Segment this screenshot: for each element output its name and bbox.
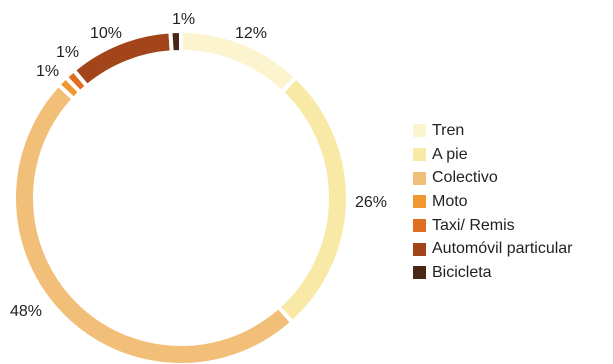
value-label-colectivo: 48%: [10, 303, 42, 320]
legend-item: Colectivo: [413, 166, 573, 190]
value-label-bicicleta: 1%: [172, 11, 195, 28]
legend-swatch: [413, 195, 426, 209]
legend-item: Moto: [413, 190, 573, 214]
legend-item: Automóvil particular: [413, 237, 573, 261]
legend-item: Tren: [413, 119, 573, 143]
legend-label: Moto: [432, 192, 468, 210]
chart-legend: Tren A pie Colectivo Moto Taxi/ Remis Automóv…: [413, 119, 573, 285]
legend-item: A pie: [413, 143, 573, 167]
legend-item: Bicicleta: [413, 261, 573, 285]
value-label-taxi-remis: 1%: [56, 44, 79, 61]
slice-bicicleta: [168, 28, 183, 55]
legend-swatch: [413, 148, 426, 162]
legend-item: Taxi/ Remis: [413, 214, 573, 238]
legend-swatch: [413, 124, 426, 138]
legend-label: Colectivo: [432, 169, 498, 187]
value-label-a-pie: 26%: [355, 194, 387, 211]
legend-label: Bicicleta: [432, 263, 492, 281]
legend-label: Tren: [432, 121, 465, 139]
legend-swatch: [413, 219, 426, 233]
legend-swatch: [413, 242, 426, 256]
slice-automóvil-particular: [70, 29, 174, 89]
value-label-automóvil-particular: 10%: [90, 25, 122, 42]
value-label-moto: 1%: [36, 63, 59, 80]
legend-label: A pie: [432, 145, 468, 163]
slice-colectivo: [12, 81, 296, 364]
legend-swatch: [413, 266, 426, 280]
value-label-tren: 12%: [235, 25, 267, 42]
legend-swatch: [413, 171, 426, 185]
legend-label: Automóvil particular: [432, 240, 573, 258]
legend-label: Taxi/ Remis: [432, 216, 515, 234]
slice-a-pie: [275, 74, 350, 326]
